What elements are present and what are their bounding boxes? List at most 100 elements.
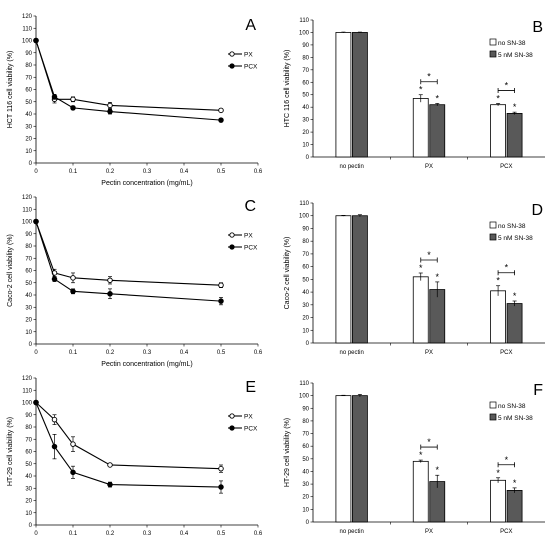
data-point-pcx	[70, 288, 76, 295]
data-point-pcx	[70, 469, 76, 476]
y-tick-label: 100	[299, 214, 310, 220]
x-tick-label: no pectin	[339, 529, 363, 535]
y-tick-label: 50	[25, 462, 32, 468]
y-tick-label: 100	[299, 394, 310, 400]
significance-star: *	[513, 291, 517, 301]
panel-d: 0 10 20 30 40 50 60 70 80 90 100 110 Caco-2 cell via…	[284, 201, 545, 356]
bar-pcx-no-sn38	[490, 479, 506, 523]
y-tick-label: 60	[25, 269, 32, 275]
y-tick-label: 20	[25, 499, 32, 505]
y-tick-label: 90	[25, 413, 32, 419]
data-point-px	[70, 275, 76, 281]
series-line-pcx	[35, 402, 222, 488]
bar-pcx-sn38	[506, 303, 523, 344]
legend-label: PCX	[244, 244, 258, 251]
x-tick-label: no pectin	[339, 164, 363, 170]
data-point-px	[218, 465, 224, 472]
legend-swatch	[489, 401, 497, 409]
significance-star: *	[427, 72, 431, 82]
legend-label: 5 nM SN-38	[498, 415, 533, 422]
x-tick-label: PCX	[500, 529, 512, 535]
y-tick-label: 100	[22, 39, 33, 45]
x-tick-label: 0.5	[217, 169, 226, 175]
x-tick-label: 0.5	[217, 350, 226, 356]
bar-pcx-sn38	[506, 490, 523, 523]
y-axis-label: HCT 116 cell viability (%)	[7, 51, 14, 129]
y-tick-label: 0	[29, 161, 33, 167]
y-tick-label: 40	[25, 293, 32, 299]
x-tick-label: 0	[34, 169, 38, 175]
y-tick-label: 30	[302, 118, 309, 124]
data-point-pcx	[51, 443, 58, 450]
y-axis-label: HT-29 cell viability (%)	[284, 418, 291, 487]
legend-label: PX	[244, 232, 253, 239]
data-point-px	[107, 462, 113, 468]
legend-label: no SN-38	[498, 223, 526, 230]
data-point-pcx	[33, 37, 39, 44]
significance-star: *	[419, 85, 423, 95]
legend-marker	[229, 63, 235, 69]
y-tick-label: 100	[299, 30, 310, 36]
bar-no-pectin-sn38	[352, 395, 368, 523]
x-tick-label: 0.1	[69, 350, 78, 356]
y-tick-label: 120	[22, 376, 33, 382]
panel-label: E	[245, 379, 256, 396]
data-point-pcx	[218, 484, 224, 490]
significance-star: *	[496, 93, 500, 103]
data-point-px	[107, 102, 113, 109]
y-tick-label: 0	[306, 155, 310, 161]
data-point-px	[107, 277, 113, 284]
significance-star: *	[505, 80, 509, 90]
y-tick-label: 90	[302, 406, 309, 412]
y-tick-label: 50	[302, 93, 309, 99]
data-point-pcx	[107, 481, 113, 488]
legend-marker	[229, 425, 235, 431]
x-tick-label: 0.4	[180, 350, 189, 356]
x-tick-label: 0.3	[143, 531, 152, 537]
x-tick-label: PCX	[500, 350, 512, 356]
significance-star: *	[427, 437, 431, 447]
data-point-pcx	[218, 298, 224, 304]
data-point-px	[70, 96, 76, 103]
y-tick-label: 70	[302, 252, 309, 258]
y-tick-label: 70	[302, 68, 309, 74]
y-tick-label: 10	[302, 143, 309, 149]
panel-label: D	[531, 202, 543, 219]
x-tick-label: 0.6	[254, 531, 263, 537]
data-point-pcx	[107, 291, 113, 297]
legend-marker	[229, 232, 235, 238]
y-tick-label: 10	[25, 149, 32, 155]
y-tick-label: 120	[22, 195, 33, 201]
y-tick-label: 110	[299, 201, 309, 207]
data-point-pcx	[51, 276, 58, 282]
significance-star: *	[419, 450, 423, 460]
y-tick-label: 90	[25, 232, 32, 238]
y-tick-label: 120	[22, 14, 33, 20]
y-tick-label: 80	[302, 239, 309, 245]
legend-swatch	[489, 413, 497, 421]
significance-star: *	[427, 250, 431, 260]
y-tick-label: 90	[25, 51, 32, 57]
x-tick-label: 0.2	[106, 169, 115, 175]
legend-swatch	[489, 221, 497, 229]
panel-label: B	[532, 19, 543, 36]
bar-no-pectin-sn38	[352, 32, 368, 158]
y-tick-label: 30	[302, 482, 309, 488]
bar-px-no-sn38	[412, 460, 429, 523]
x-tick-label: 0.6	[254, 350, 263, 356]
y-tick-label: 10	[25, 330, 32, 336]
y-tick-label: 90	[302, 226, 309, 232]
y-tick-label: 0	[306, 341, 310, 347]
data-point-px	[218, 282, 224, 288]
y-tick-label: 40	[302, 469, 309, 475]
significance-star: *	[419, 263, 423, 273]
y-tick-label: 20	[302, 495, 309, 501]
significance-star: *	[435, 93, 439, 103]
y-tick-label: 50	[302, 457, 309, 463]
y-tick-label: 60	[302, 444, 309, 450]
y-tick-label: 20	[302, 130, 309, 136]
y-tick-label: 50	[25, 100, 32, 106]
y-tick-label: 110	[22, 26, 32, 32]
y-tick-label: 90	[302, 43, 309, 49]
